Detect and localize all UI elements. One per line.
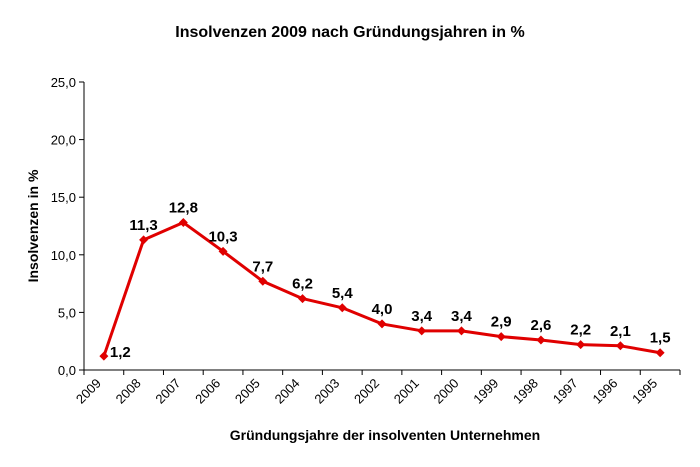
- data-label: 12,8: [169, 200, 198, 217]
- data-point: [496, 332, 506, 342]
- x-tick-label: 2009: [73, 376, 104, 407]
- data-label: 3,4: [411, 308, 433, 325]
- y-tick-label: 15,0: [51, 190, 76, 205]
- data-point: [536, 335, 546, 345]
- x-tick-label: 2002: [351, 376, 382, 407]
- x-tick-label: 2003: [311, 376, 342, 407]
- data-point: [615, 341, 625, 351]
- y-axis-label: Insolvenzen in %: [25, 169, 41, 282]
- data-point: [456, 326, 466, 336]
- x-tick-label: 1998: [510, 376, 541, 407]
- data-label: 2,6: [531, 317, 552, 334]
- data-label: 4,0: [372, 301, 393, 318]
- data-point: [417, 326, 427, 336]
- data-point: [576, 340, 586, 350]
- y-tick-label: 20,0: [51, 133, 76, 148]
- data-point: [655, 348, 665, 358]
- data-point: [377, 319, 387, 329]
- series-layer: [99, 218, 665, 361]
- y-tick-label: 0,0: [58, 363, 76, 378]
- x-tick-label: 1997: [550, 376, 581, 407]
- x-tick-label: 2004: [272, 376, 303, 407]
- data-point: [139, 235, 149, 245]
- x-tick-label: 2006: [192, 376, 223, 407]
- data-point: [99, 351, 109, 361]
- data-label: 11,3: [129, 217, 157, 234]
- data-label: 2,2: [570, 322, 591, 339]
- x-tick-label: 1999: [470, 376, 501, 407]
- data-label: 1,5: [650, 330, 671, 347]
- data-label: 2,1: [610, 323, 631, 340]
- data-point: [258, 276, 268, 286]
- data-label: 5,4: [332, 285, 354, 302]
- data-labels: 1,2 11,3 12,8 10,3 7,7 6,2 5,4 4,0 3,4 3,4 2,9 2,6 2…: [110, 200, 671, 362]
- x-tick-label: 2007: [152, 376, 183, 407]
- data-label: 7,7: [252, 258, 273, 275]
- data-point: [178, 218, 188, 228]
- x-tick-label: 2000: [431, 376, 462, 407]
- y-tick-label: 25,0: [51, 75, 76, 90]
- data-label: 1,2: [110, 344, 131, 361]
- data-point: [337, 303, 347, 313]
- x-tick-label: 1996: [589, 376, 620, 407]
- data-point: [298, 294, 308, 304]
- data-point: [218, 246, 228, 256]
- data-label: 3,4: [451, 308, 473, 325]
- x-tick-label: 2005: [232, 376, 263, 407]
- chart-title: Insolvenzen 2009 nach Gründungsjahren in…: [175, 24, 524, 41]
- data-label: 10,3: [208, 228, 237, 245]
- x-tick-label: 1995: [629, 376, 660, 407]
- x-tick-label: 2008: [113, 376, 144, 407]
- data-label: 6,2: [292, 276, 313, 293]
- y-tick-label: 10,0: [51, 248, 76, 263]
- x-tick-label: 2001: [391, 376, 422, 407]
- x-axis-label: Gründungsjahre der insolventen Unternehm…: [230, 427, 540, 443]
- y-tick-label: 5,0: [58, 305, 76, 320]
- data-label: 2,9: [491, 314, 512, 331]
